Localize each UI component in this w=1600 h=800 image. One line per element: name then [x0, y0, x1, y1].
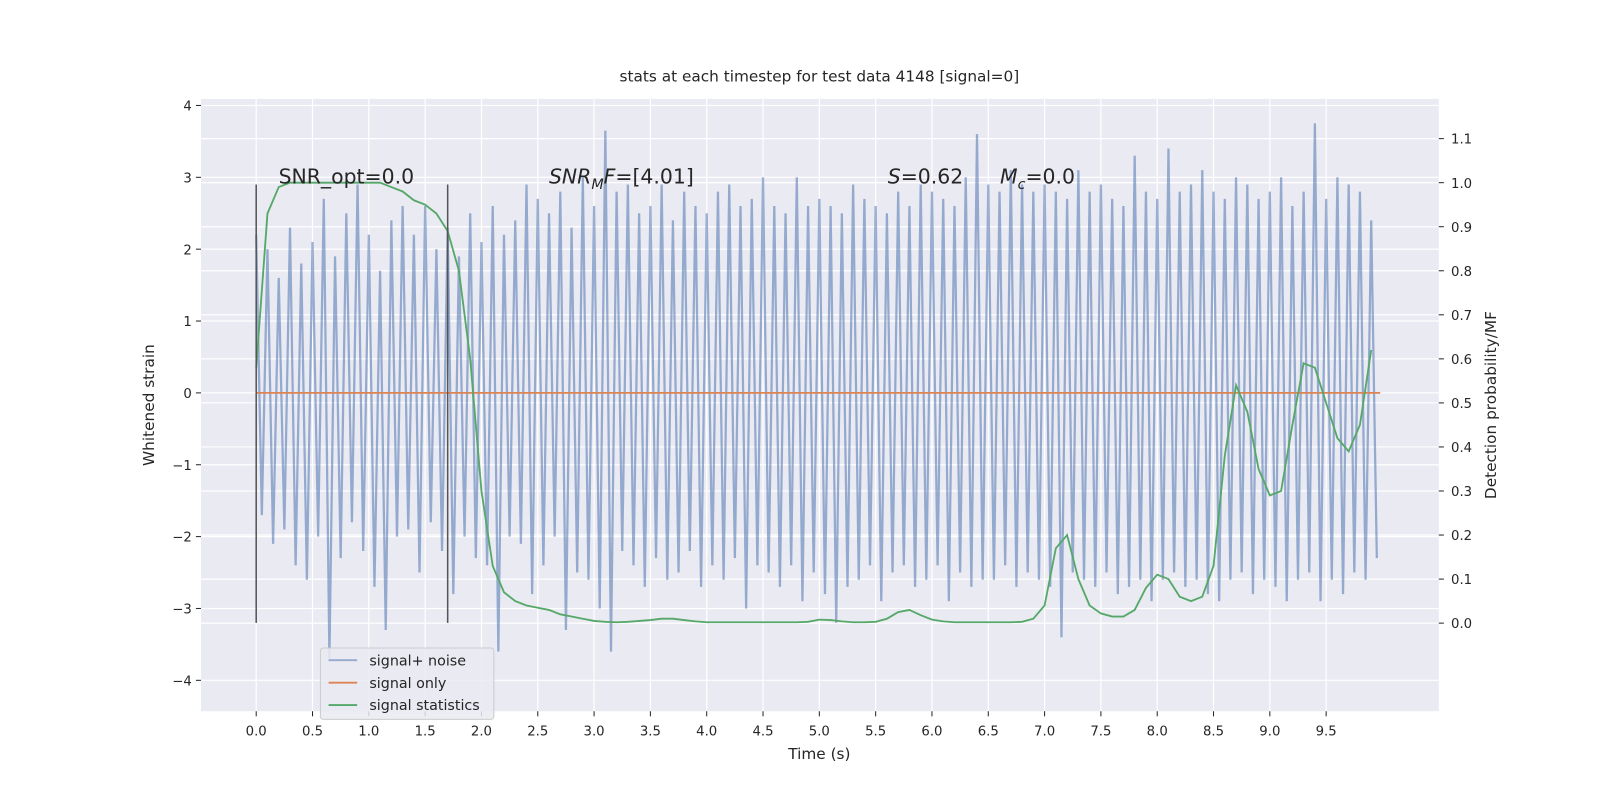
- x-tick-label: 2.0: [471, 725, 492, 740]
- annotation-part: =[4.01]: [615, 165, 693, 189]
- y-axis-label: Whitened strain: [140, 344, 158, 466]
- x-tick-label: 2.5: [527, 725, 548, 740]
- y2-tick-label: 0.4: [1451, 441, 1472, 456]
- x-tick-label: 8.0: [1147, 725, 1168, 740]
- y2-axis-label: Detection probability/MF: [1482, 311, 1500, 499]
- legend-box: [319, 647, 495, 720]
- y-tick-label: 2: [183, 243, 191, 258]
- y2-tick-label: 0.3: [1451, 485, 1472, 500]
- x-tick-label: 6.5: [978, 725, 999, 740]
- y2-tick-label: 0.1: [1451, 573, 1472, 588]
- y-tick-label: 4: [183, 100, 191, 115]
- annotation-part: SNR_opt=0.0: [279, 165, 415, 190]
- y2-tick-label: 0.5: [1451, 397, 1472, 412]
- legend-label: signal statistics: [369, 698, 479, 714]
- chart-title: stats at each timestep for test data 414…: [620, 68, 1020, 86]
- x-tick-label: 8.5: [1203, 725, 1224, 740]
- y2-tick-label: 0.0: [1451, 617, 1472, 632]
- annotation: Mc=0.0: [1000, 165, 1075, 193]
- y2-tick-label: 0.8: [1451, 265, 1472, 280]
- y-tick-label: 1: [183, 315, 191, 330]
- annotation-part: c: [1018, 177, 1026, 193]
- y-tick-label: 3: [183, 171, 191, 186]
- annotation-part: M: [591, 177, 603, 193]
- annotation-part: F: [604, 165, 616, 189]
- annotation-part: S: [888, 165, 901, 189]
- x-tick-label: 3.0: [584, 725, 605, 740]
- x-tick-label: 0.5: [302, 725, 323, 740]
- y-tick-label: −3: [172, 603, 192, 618]
- y2-tick-label: 1.0: [1451, 177, 1472, 192]
- y-tick-label: −1: [172, 459, 192, 474]
- annotation-part: =0.62: [901, 165, 964, 189]
- y2-tick-label: 0.9: [1451, 221, 1472, 236]
- annotation: S=0.62: [888, 165, 963, 189]
- annotation-part: SNR: [549, 165, 591, 189]
- x-tick-label: 4.0: [696, 725, 717, 740]
- y-tick-label: −4: [172, 674, 192, 689]
- x-tick-label: 9.0: [1259, 725, 1280, 740]
- series-line: [255, 181, 1373, 624]
- x-tick-label: 0.0: [246, 725, 267, 740]
- x-tick-label: 7.5: [1090, 725, 1111, 740]
- x-tick-label: 1.0: [358, 725, 379, 740]
- annotation-part: =0.0: [1025, 165, 1075, 189]
- annotation: SNRMF=[4.01]: [549, 165, 694, 193]
- x-tick-label: 4.5: [752, 725, 773, 740]
- annotation: SNR_opt=0.0: [279, 165, 415, 190]
- y2-tick-label: 0.7: [1451, 309, 1472, 324]
- y2-tick-label: 1.1: [1451, 133, 1472, 148]
- x-axis-label: Time (s): [787, 745, 850, 763]
- x-tick-label: 6.0: [921, 725, 942, 740]
- x-tick-label: 5.5: [865, 725, 886, 740]
- y2-tick-label: 0.2: [1451, 529, 1472, 544]
- y-tick-label: 0: [183, 387, 191, 402]
- legend-label: signal+ noise: [369, 653, 466, 669]
- x-tick-label: 5.0: [809, 725, 830, 740]
- y-tick-label: −2: [172, 531, 192, 546]
- legend: signal+ noise signal only signal statistic…: [319, 647, 495, 720]
- series-line: [255, 123, 1378, 659]
- legend-label: signal only: [369, 676, 446, 692]
- x-tick-label: 1.5: [415, 725, 436, 740]
- x-tick-label: 3.5: [640, 725, 661, 740]
- x-tick-label: 7.0: [1034, 725, 1055, 740]
- x-tick-label: 9.5: [1316, 725, 1337, 740]
- annotation-part: M: [1000, 165, 1018, 189]
- y2-tick-label: 0.6: [1451, 353, 1472, 368]
